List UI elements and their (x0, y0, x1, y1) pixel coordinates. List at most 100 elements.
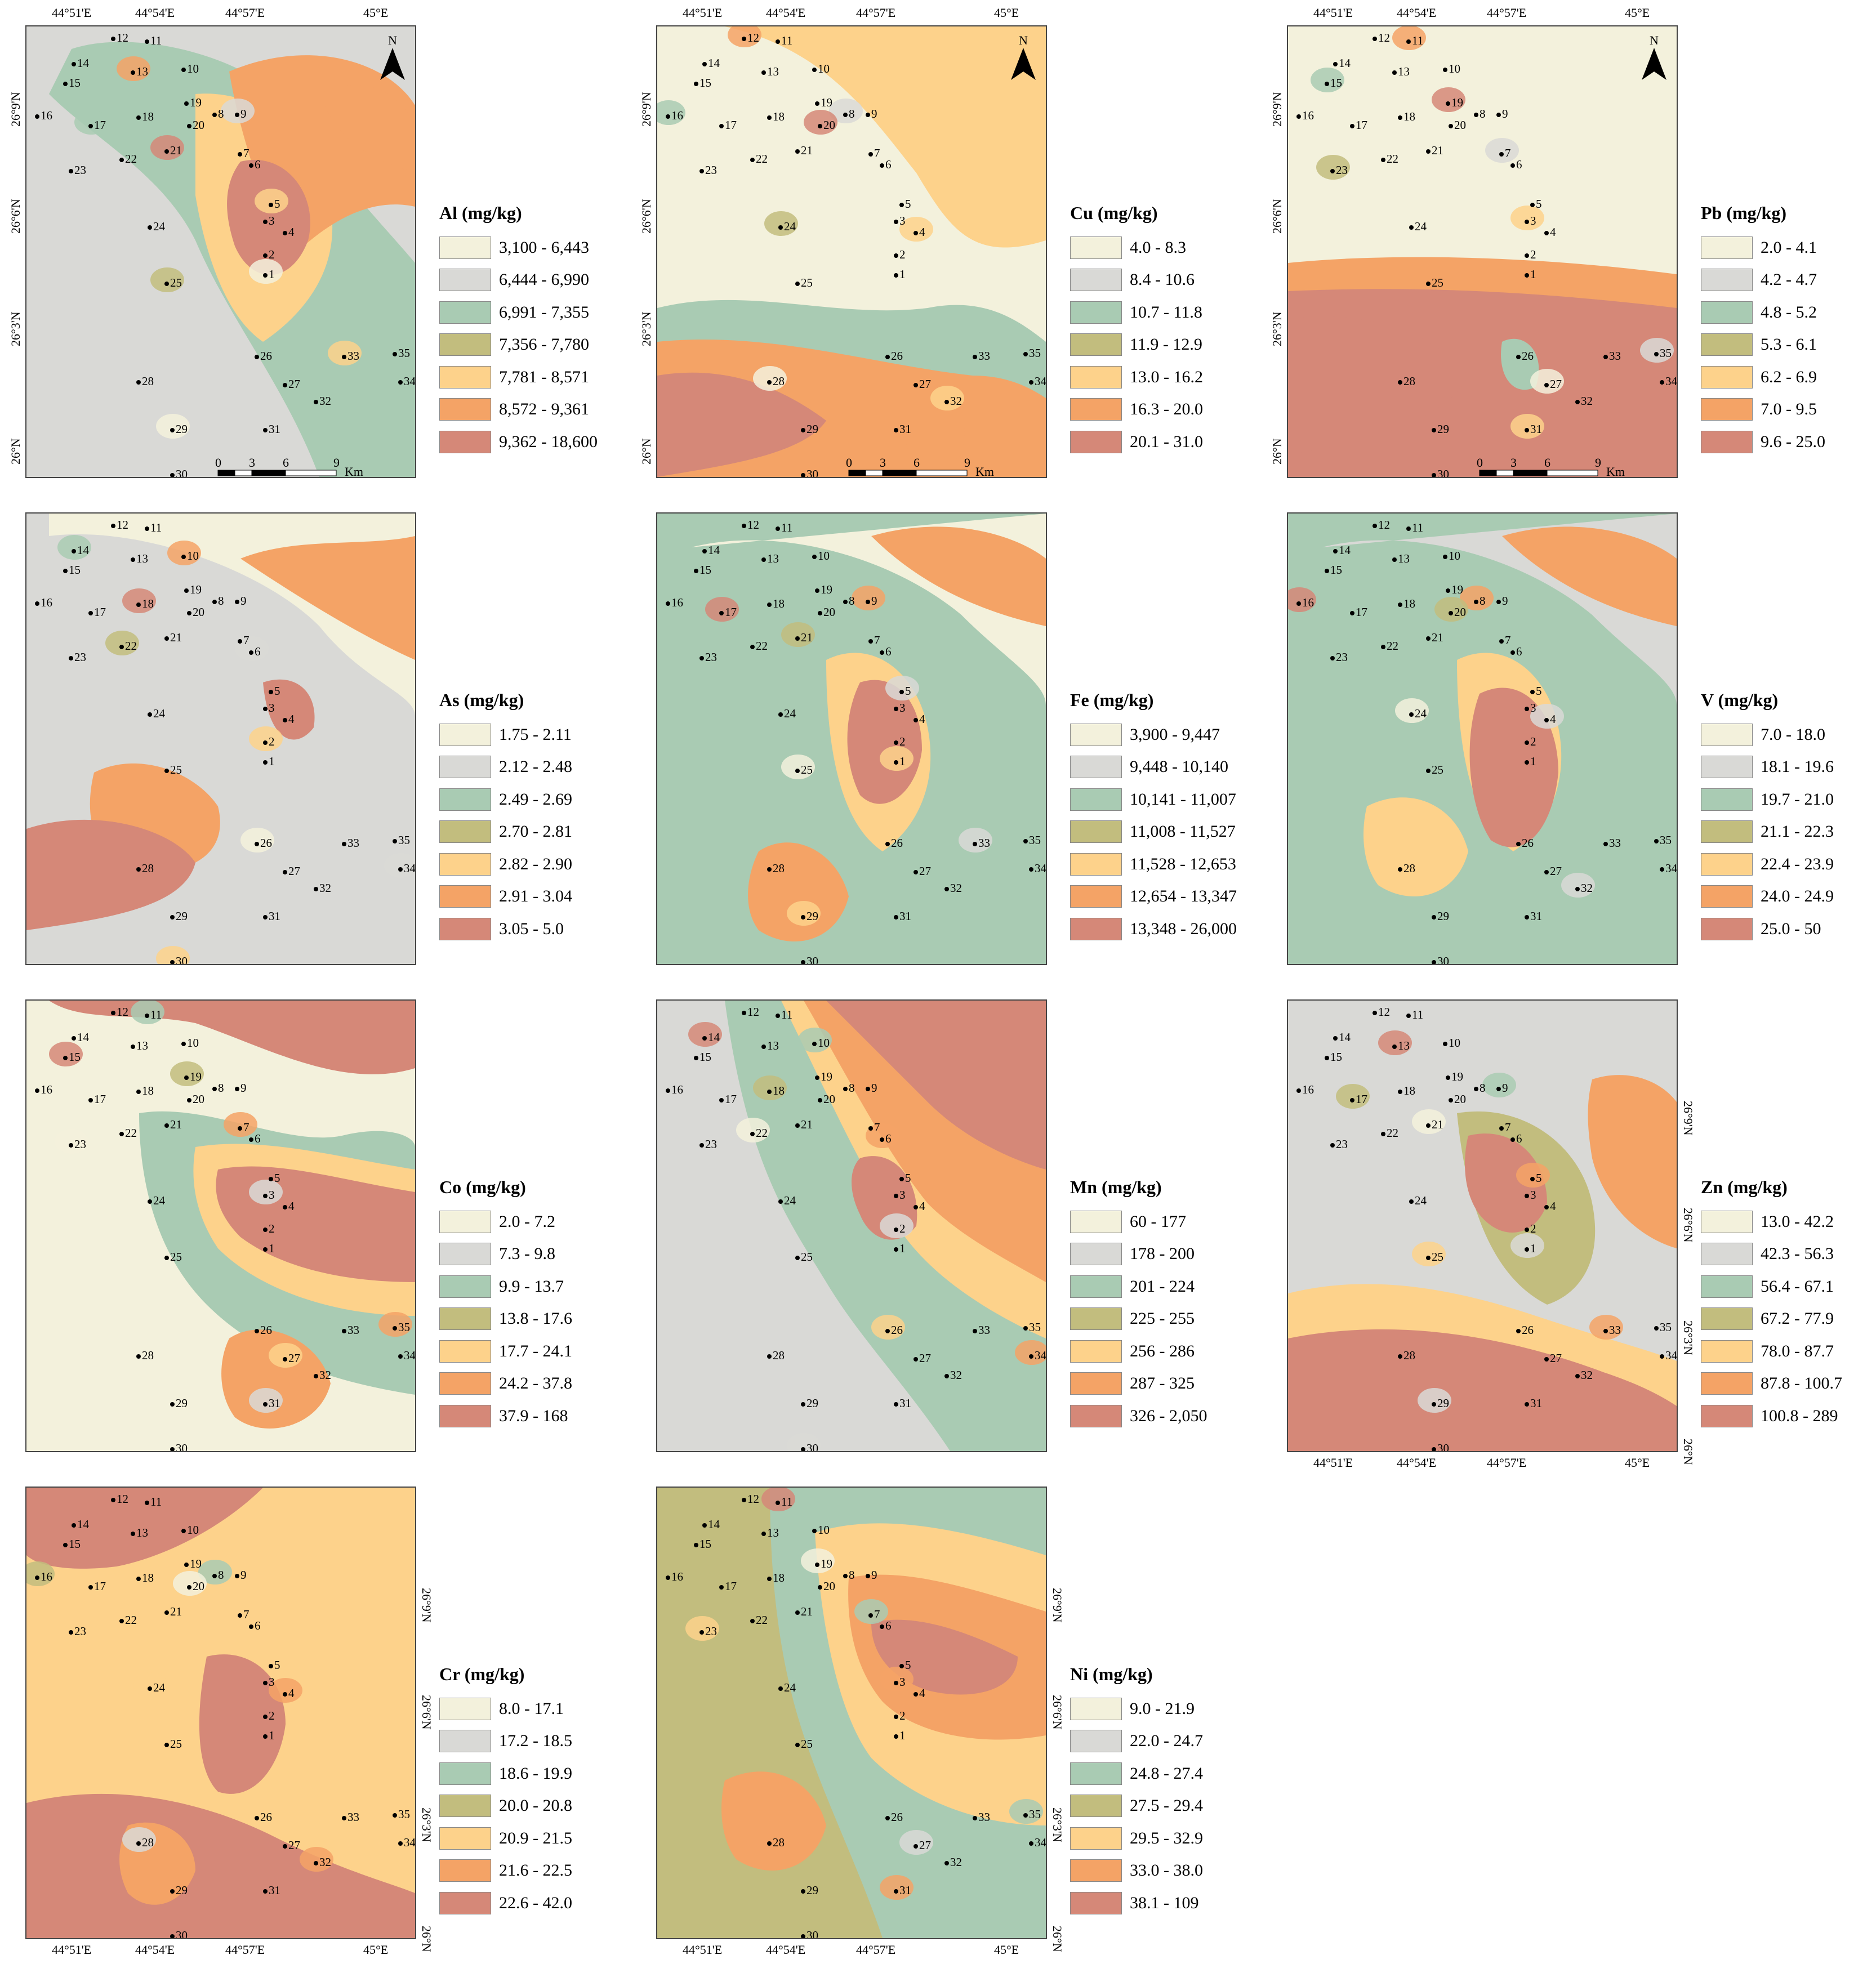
sample-point: 29 (1432, 1398, 1449, 1409)
contour-band (199, 1654, 286, 1794)
sample-label: 25 (1432, 763, 1443, 776)
sample-dot-icon (269, 203, 273, 208)
sample-point: 35 (393, 834, 410, 846)
scale-tick-label: 6 (1544, 456, 1550, 470)
sample-point: 35 (1023, 1809, 1041, 1820)
sample-point: 6 (249, 646, 261, 658)
legend-range-label: 9.9 - 13.7 (499, 1276, 564, 1296)
sample-label: 9 (240, 594, 247, 608)
sample-point: 2 (263, 249, 275, 261)
legend-range-label: 4.2 - 4.7 (1761, 270, 1817, 289)
sample-dot-icon (170, 473, 175, 477)
sample-point: 7 (868, 1122, 880, 1133)
sample-point: 27 (1544, 865, 1562, 877)
sample-halo (156, 414, 190, 439)
sample-label: 25 (801, 1250, 813, 1264)
sample-label: 30 (176, 1929, 188, 1939)
sample-dot-icon (119, 1619, 124, 1624)
sample-halo (249, 1180, 283, 1204)
latitude-label: 26°N (1050, 1926, 1064, 1952)
sample-label: 7 (243, 1121, 249, 1134)
sample-dot-icon (944, 1861, 949, 1866)
sample-label: 5 (1536, 684, 1542, 698)
sample-halo (269, 1678, 302, 1703)
sample-label: 4 (288, 712, 295, 726)
sample-point: 7 (238, 148, 249, 159)
map-panel-ni: 1 2 3 4 5 6 7 8 9 10 11 12 13 14 15 16 17 18 19 20 21 22 23 24 2… (631, 1461, 1256, 1957)
sample-halo (1412, 1109, 1446, 1134)
sample-point: 13 (761, 1040, 779, 1052)
sample-label: 14 (77, 543, 89, 557)
sample-label: 7 (874, 633, 880, 647)
sample-label: 27 (919, 864, 931, 878)
legend-row: 9.6 - 25.0 (1701, 426, 1876, 458)
sample-point: 1 (263, 756, 275, 767)
sample-dot-icon (1446, 1075, 1450, 1081)
sample-label: 12 (117, 1005, 128, 1019)
sample-label: 8 (849, 594, 855, 608)
sample-label: 17 (725, 1092, 737, 1106)
legend-row: 22.6 - 42.0 (439, 1887, 625, 1920)
sample-dot-icon (750, 1132, 755, 1137)
sample-label: 33 (978, 1323, 990, 1337)
sample-label: 14 (708, 56, 720, 70)
sample-point: 34 (398, 1837, 415, 1849)
sample-point: 18 (136, 1085, 154, 1097)
sample-label: 18 (142, 110, 154, 123)
sample-label: 15 (699, 1050, 711, 1064)
sample-point: 31 (263, 910, 280, 922)
sample-dot-icon (238, 639, 242, 644)
sample-point: 33 (1603, 1324, 1621, 1336)
sample-label: 28 (142, 1349, 154, 1362)
sample-label: 26 (891, 349, 903, 363)
sample-dot-icon (72, 1523, 76, 1528)
sample-label: 9 (871, 1081, 877, 1095)
sample-label: 18 (773, 110, 785, 123)
legend-range-label: 11,528 - 12,653 (1130, 854, 1236, 873)
sample-dot-icon (885, 355, 890, 360)
sample-label: 15 (69, 563, 81, 577)
contour-band (721, 1771, 826, 1871)
interpolation-map: 1 2 3 4 5 6 7 8 9 10 11 12 13 14 15 16 17 18 19 20 21 22 23 24 2… (656, 25, 1047, 478)
sample-label: 33 (1609, 1323, 1621, 1337)
sample-dot-icon (880, 1624, 884, 1630)
legend-range-label: 42.3 - 56.3 (1761, 1244, 1834, 1264)
latitude-label: 26°9'N (8, 92, 23, 127)
sample-label: 34 (404, 862, 416, 875)
sample-point: 34 (1660, 863, 1677, 874)
legend-swatch (439, 398, 491, 421)
sample-label: 12 (1378, 518, 1390, 532)
sample-dot-icon (187, 1098, 191, 1103)
sample-dot-icon (69, 1143, 73, 1148)
sample-label: 17 (94, 118, 106, 132)
legend-swatch (439, 269, 491, 292)
longitude-label: 44°51'E (683, 1943, 723, 1957)
legend-range-label: 3,900 - 9,447 (1130, 725, 1220, 744)
sample-label: 24 (1415, 1194, 1427, 1207)
sample-label: 33 (347, 349, 359, 363)
legend-row: 201 - 224 (1070, 1270, 1256, 1303)
sample-label: 4 (288, 225, 295, 239)
sample-label: 2 (899, 1222, 906, 1235)
sample-point: 31 (263, 423, 280, 435)
sample-label: 22 (1387, 152, 1398, 166)
sample-label: 19 (190, 583, 202, 596)
sample-dot-icon (263, 740, 268, 746)
sample-dot-icon (1510, 163, 1515, 168)
sample-dot-icon (1474, 600, 1478, 605)
sample-point: 30 (801, 1443, 818, 1451)
legend-swatch (1701, 430, 1753, 453)
sample-halo (105, 631, 139, 655)
sample-label: 9 (1502, 1081, 1508, 1095)
legend-swatch (1701, 788, 1753, 811)
sample-halo (1516, 1163, 1550, 1188)
sample-label: 21 (801, 144, 813, 157)
sample-dot-icon (263, 428, 268, 433)
legend-swatch (1070, 1762, 1122, 1785)
sample-dot-icon (843, 1574, 848, 1579)
map-panel-pb: 1 2 3 4 5 6 7 8 9 10 11 12 13 14 15 16 17 18 19 20 21 22 23 24 2… (1262, 0, 1876, 484)
sample-dot-icon (269, 1177, 273, 1182)
sample-point: 10 (181, 1524, 199, 1536)
sample-point: 18 (767, 1085, 785, 1097)
sample-dot-icon (170, 1447, 175, 1451)
